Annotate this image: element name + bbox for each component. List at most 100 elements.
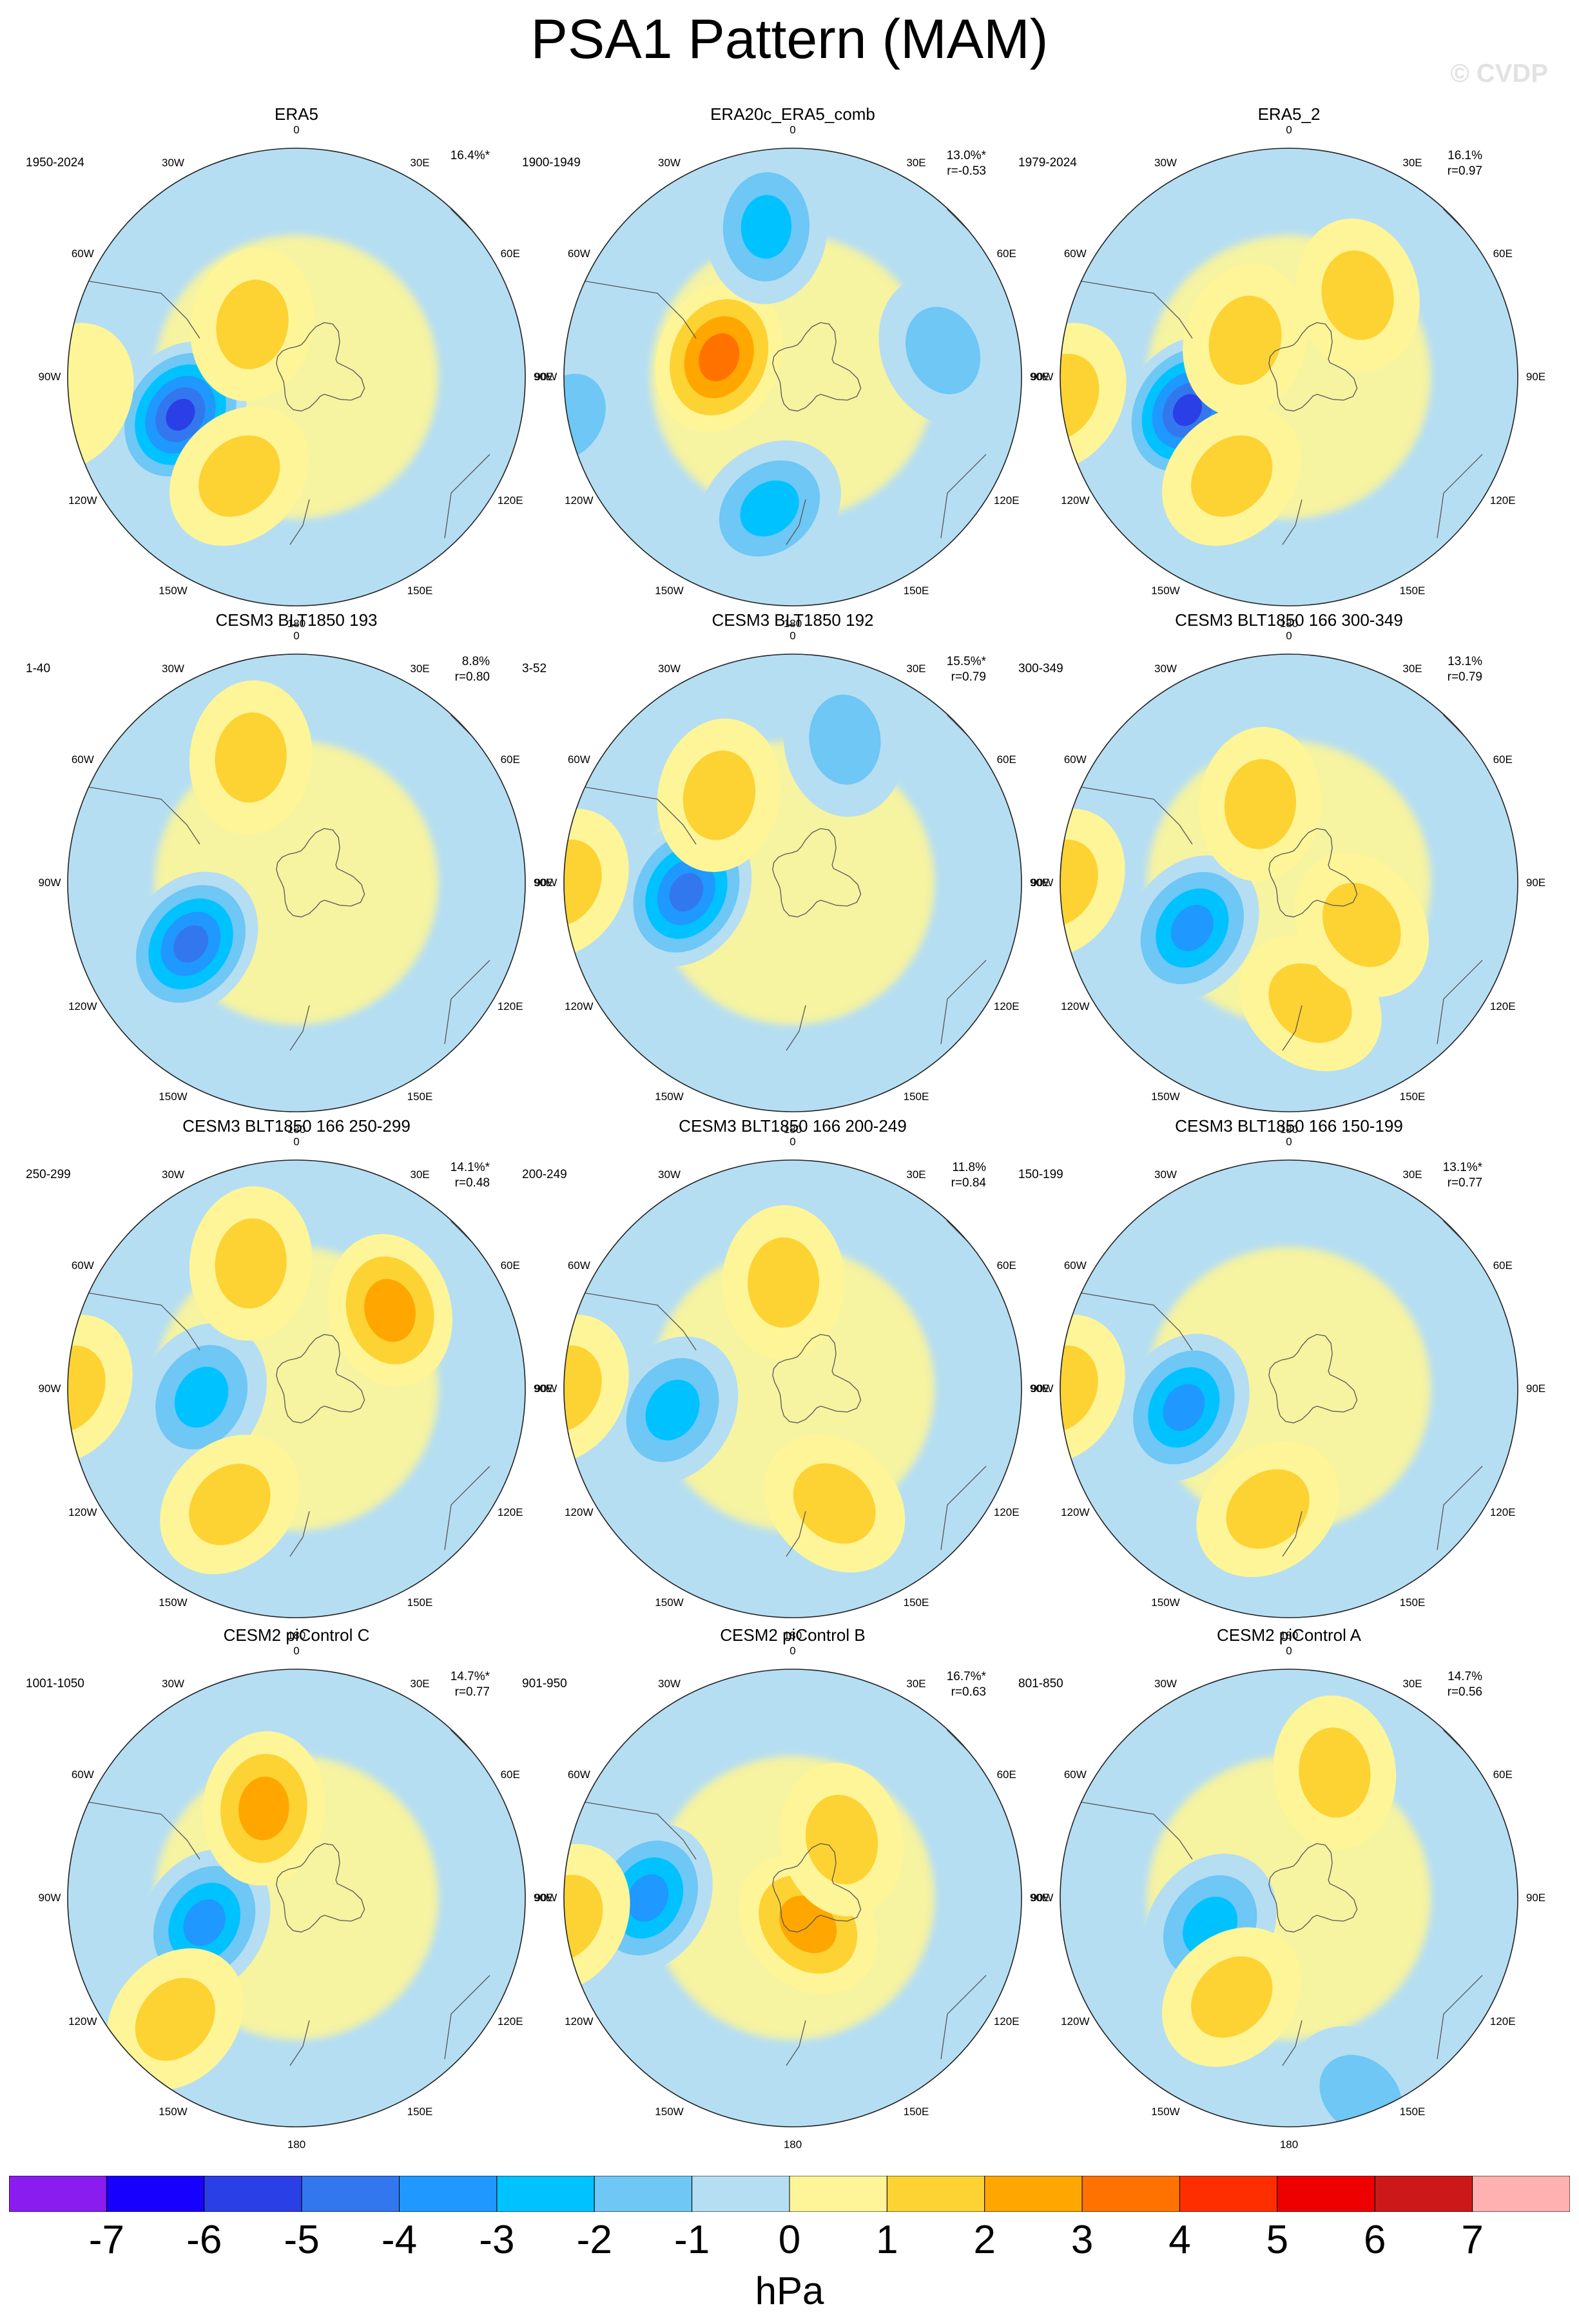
colorbar (9, 2176, 1570, 2212)
panel-stats: 14.1%* r=0.48 (450, 1160, 490, 1191)
australia-coastline (940, 1466, 987, 1551)
longitude-label: 30W (1154, 1168, 1177, 1181)
panel-correlation: r=0.79 (951, 670, 986, 684)
contour-level (1321, 250, 1394, 340)
positive-anomaly (189, 680, 313, 835)
panel-correlation: r=0.84 (951, 1176, 986, 1190)
colorbar-tick-label: 7 (1461, 2218, 1484, 2262)
colorbar-tick-label: -4 (381, 2218, 418, 2262)
contour-level (1226, 1469, 1310, 1549)
polar-map (563, 1669, 1022, 2127)
colorbar-swatch (1179, 2176, 1278, 2212)
longitude-label: 30E (410, 1678, 430, 1690)
longitude-label: 30W (658, 663, 681, 675)
colorbar-tick-label: 6 (1364, 2218, 1386, 2262)
panel-correlation: r=0.79 (1447, 670, 1482, 684)
antarctica-coastline (772, 828, 862, 918)
panel-stats: 16.4%* (450, 148, 490, 164)
contour-level (1060, 1314, 1125, 1464)
panel-correlation: r=0.77 (454, 1685, 490, 1699)
panel-correlation: r=0.48 (454, 1176, 490, 1190)
longitude-label: 90E (533, 371, 554, 383)
contour-level (166, 398, 195, 431)
longitude-label: 150W (655, 1090, 684, 1103)
panel-period: 150-199 (1018, 1168, 1063, 1181)
colorbar-tick-label: 2 (973, 2218, 996, 2262)
panel-variance-explained: 11.8% (952, 1161, 986, 1174)
longitude-label: 120E (1489, 1506, 1516, 1518)
longitude-label: 150E (903, 1090, 929, 1103)
negative-anomaly (1125, 855, 1259, 1001)
longitude-label: 120W (68, 494, 97, 507)
panel-period: 3-52 (522, 662, 547, 675)
colorbar-swatch (1472, 2176, 1570, 2212)
longitude-label: 180 (783, 1123, 802, 1136)
contour-level (1060, 839, 1098, 927)
new-zealand-coastline (1282, 2020, 1303, 2066)
colorbar-tick-label: -6 (186, 2218, 222, 2262)
longitude-label: 90W (38, 1892, 61, 1904)
panel-title: CESM3 BLT1850 166 200-249 (679, 1116, 907, 1136)
longitude-label: 60W (1063, 247, 1087, 260)
positive-anomaly (764, 1434, 906, 1573)
panel-stats: 16.1% r=0.97 (1448, 148, 1482, 179)
longitude-label: 120W (1061, 1000, 1090, 1012)
new-zealand-coastline (786, 1005, 806, 1051)
australia-coastline (444, 960, 490, 1045)
australia-coastline (1437, 1975, 1483, 2060)
longitude-label: 150E (1399, 584, 1426, 597)
panel-variance-explained: 16.7%* (946, 1670, 986, 1683)
map-border (563, 654, 1022, 1112)
polar-map (67, 1159, 526, 1618)
colorbar-swatch (204, 2176, 302, 2212)
south-america-coastline (1076, 280, 1193, 339)
longitude-label: 150W (1151, 584, 1180, 597)
longitude-label: 150W (159, 1090, 188, 1103)
contour-level (364, 1279, 416, 1342)
longitude-label: 150E (1399, 1090, 1426, 1103)
longitude-label: 90W (1031, 371, 1054, 383)
antarctica-coastline (276, 322, 365, 412)
panel-variance-explained: 8.8% (461, 655, 490, 668)
colorbar-swatch (106, 2176, 205, 2212)
panel-variance-explained: 16.1% (1448, 149, 1482, 162)
contour-level (669, 873, 704, 912)
contour-level (215, 1218, 287, 1309)
colorbar-swatch (1374, 2176, 1473, 2212)
contour-level (748, 1237, 819, 1328)
polar-map (67, 1669, 526, 2127)
panel-variance-explained: 14.7% (1448, 1670, 1482, 1683)
longitude-label: 120E (497, 494, 523, 507)
panel-stats: 14.7% r=0.56 (1448, 1669, 1482, 1700)
longitude-label: 30E (410, 1168, 430, 1181)
longitude-label: 120W (565, 2015, 594, 2028)
antarctica-coastline (1268, 1333, 1358, 1424)
colorbar-swatch (594, 2176, 693, 2212)
panel-stats: 11.8% r=0.84 (951, 1160, 986, 1191)
colorbar-tick-label: -7 (88, 2218, 124, 2262)
longitude-label: 150E (407, 584, 433, 597)
longitude-label: 150W (655, 584, 684, 597)
longitude-label: 120E (993, 1506, 1020, 1518)
colorbar-tick-label: 3 (1070, 2218, 1094, 2262)
negative-anomaly (136, 1323, 267, 1471)
longitude-label: 0 (293, 1136, 300, 1148)
map-panel: CESM3 BLT1850 166 250-299 250-299 14.1%* r=… (13, 1116, 553, 1641)
longitude-label: 60E (500, 1259, 520, 1272)
longitude-label: 60E (996, 1768, 1016, 1781)
longitude-label: 90W (534, 1382, 557, 1395)
contour-level (135, 1978, 215, 2061)
australia-coastline (940, 1975, 987, 2060)
longitude-label: 150W (1151, 1596, 1180, 1609)
contour-level (905, 307, 981, 394)
map-border (67, 148, 526, 606)
map-border (563, 1669, 1022, 2127)
polar-map (563, 1159, 1022, 1618)
positive-anomaly (655, 282, 783, 433)
panel-title: CESM2 piControl A (1217, 1625, 1361, 1645)
panel-variance-explained: 14.1%* (450, 1161, 490, 1174)
new-zealand-coastline (1282, 499, 1303, 545)
panel-title: ERA5_2 (1257, 104, 1321, 124)
contour-level (683, 750, 756, 840)
positive-anomaly (1294, 853, 1429, 998)
